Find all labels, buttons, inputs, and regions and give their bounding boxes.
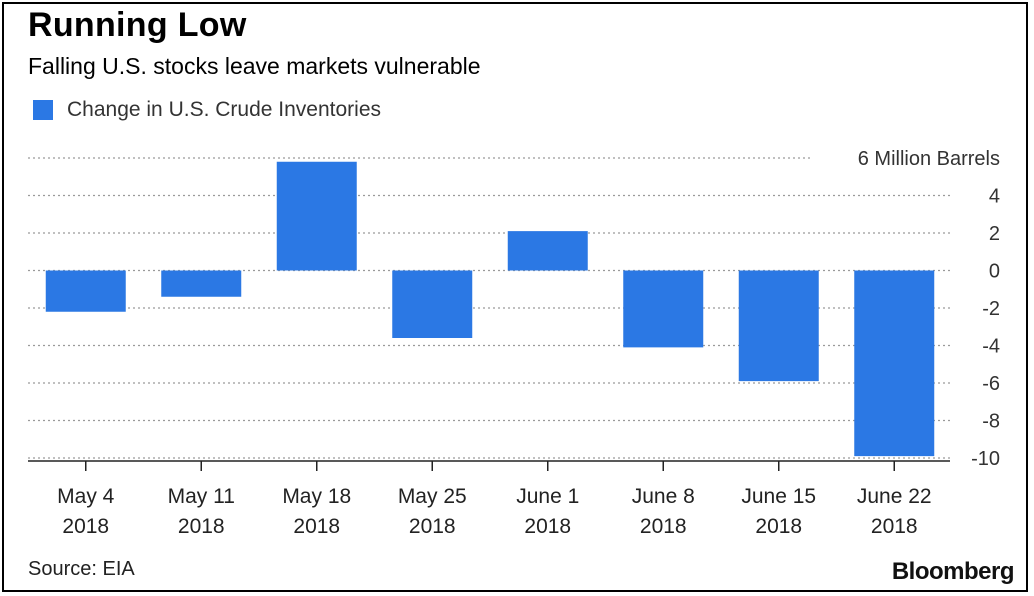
x-tick-label-year: 2018 (755, 515, 802, 538)
x-tick-label: June 8 (632, 485, 695, 508)
bar (161, 270, 242, 297)
x-tick-label-year: 2018 (871, 515, 918, 538)
bar (276, 161, 357, 271)
source-note: Source: EIA (28, 558, 135, 580)
bar (392, 270, 473, 338)
bar (507, 231, 588, 271)
x-tick-label-year: 2018 (62, 515, 109, 538)
x-tick-label: May 25 (398, 485, 467, 508)
legend: Change in U.S. Crude Inventories (33, 98, 381, 122)
y-tick-label: -10 (971, 448, 1000, 470)
y-tick-label: 6 Million Barrels (858, 148, 1000, 170)
x-tick-label-year: 2018 (293, 515, 340, 538)
bar (738, 270, 819, 382)
legend-swatch (33, 100, 53, 120)
chart-subtitle: Falling U.S. stocks leave markets vulner… (28, 53, 481, 79)
x-tick-label: May 4 (57, 485, 115, 508)
y-tick-label: 4 (989, 186, 1000, 208)
x-tick-label: June 1 (516, 485, 579, 508)
bar (45, 270, 126, 312)
bar (623, 270, 704, 348)
y-tick-label: -8 (982, 411, 1000, 433)
x-tick-label-year: 2018 (524, 515, 571, 538)
x-tick-label: May 18 (282, 485, 351, 508)
chart-title: Running Low (28, 6, 247, 44)
y-tick-label: -6 (982, 373, 1000, 395)
y-tick-label: -2 (982, 298, 1000, 320)
x-tick-label: May 11 (168, 485, 235, 508)
bloomberg-logo: Bloomberg (891, 558, 1015, 585)
y-tick-label: 0 (989, 261, 1000, 283)
y-tick-label: -4 (982, 336, 1000, 358)
x-tick-label: June 15 (741, 485, 816, 508)
x-tick-label-year: 2018 (409, 515, 456, 538)
x-tick-label: June 22 (857, 485, 932, 508)
y-tick-label: 2 (989, 223, 1000, 245)
bar (854, 270, 935, 457)
x-tick-label-year: 2018 (178, 515, 225, 538)
legend-label: Change in U.S. Crude Inventories (67, 98, 382, 121)
x-tick-label-year: 2018 (640, 515, 687, 538)
